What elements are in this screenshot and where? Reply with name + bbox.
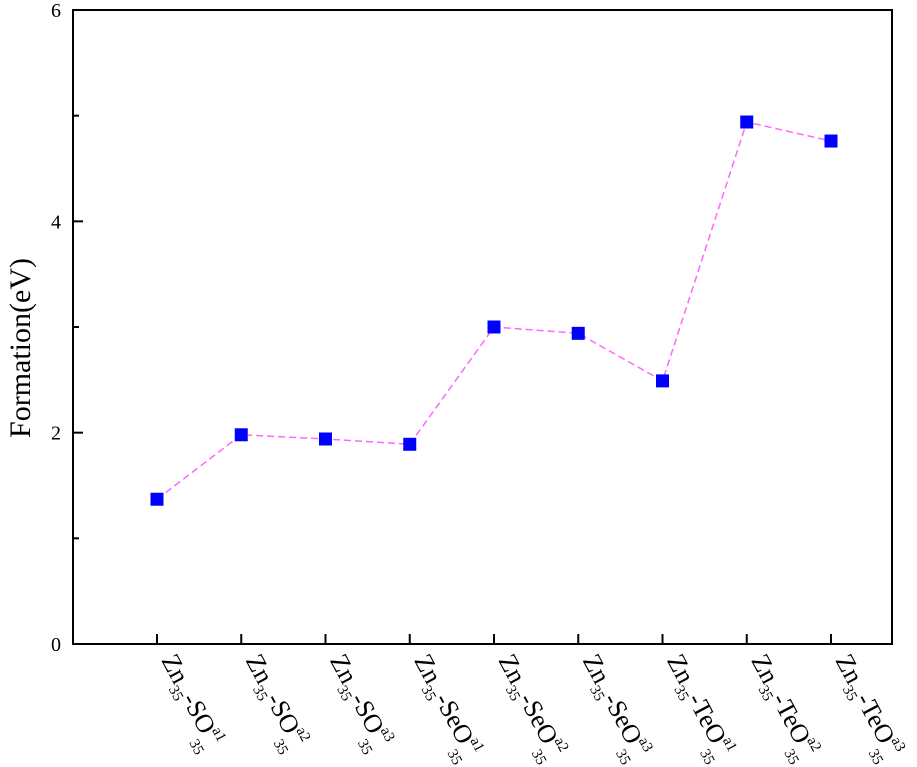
- x-axis: [156, 634, 832, 644]
- y-tick-label: 2: [51, 423, 61, 445]
- markers-group: [150, 115, 838, 506]
- data-point-marker: [740, 115, 754, 129]
- data-point-marker: [656, 374, 669, 388]
- svg-text:Zn35-SeOa335: Zn35-SeOa335: [566, 649, 656, 767]
- svg-text:Zn35-TeOa135: Zn35-TeOa135: [651, 649, 741, 767]
- x-category-label: Zn35-TeOa135: [651, 649, 741, 767]
- y-tick-label: 0: [51, 634, 61, 656]
- x-category-label: Zn35-SOa135: [145, 649, 229, 758]
- data-point-marker: [824, 134, 838, 148]
- svg-text:Zn35-SOa335: Zn35-SOa335: [314, 649, 398, 758]
- plot-area-frame: [72, 9, 893, 645]
- data-point-marker: [319, 432, 332, 446]
- data-point-marker: [487, 320, 501, 334]
- svg-text:Zn35-SeOa235: Zn35-SeOa235: [482, 649, 572, 767]
- data-point-marker: [150, 492, 164, 506]
- y-tick-label: 6: [51, 0, 61, 22]
- data-point-marker: [403, 437, 417, 451]
- x-category-labels: Zn35-SOa135Zn35-SOa235Zn35-SOa335Zn35-Se…: [145, 649, 909, 767]
- x-category-label: Zn35-SeOa235: [482, 649, 572, 767]
- svg-text:Zn35-SOa235: Zn35-SOa235: [229, 649, 313, 758]
- svg-text:Zn35-TeOa235: Zn35-TeOa235: [735, 649, 825, 767]
- x-category-label: Zn35-SOa235: [229, 649, 313, 758]
- series-line: [156, 121, 832, 500]
- data-point-marker: [571, 326, 585, 340]
- y-axis-title: Formation(eV): [4, 258, 37, 438]
- x-category-label: Zn35-TeOa235: [735, 649, 825, 767]
- x-category-label: Zn35-SeOa135: [398, 649, 488, 767]
- x-category-label: Zn35-SeOa335: [566, 649, 656, 767]
- y-axis: 0 2 4 6: [51, 0, 83, 656]
- x-category-label: Zn35-TeOa335: [819, 649, 909, 767]
- svg-text:Zn35-TeOa335: Zn35-TeOa335: [819, 649, 909, 767]
- svg-text:Zn35-SOa135: Zn35-SOa135: [145, 649, 229, 758]
- x-category-label: Zn35-SOa335: [314, 649, 398, 758]
- y-tick-label: 4: [51, 211, 61, 233]
- data-point-marker: [234, 428, 248, 442]
- svg-text:Zn35-SeOa135: Zn35-SeOa135: [398, 649, 488, 767]
- series-line-group: [156, 121, 832, 500]
